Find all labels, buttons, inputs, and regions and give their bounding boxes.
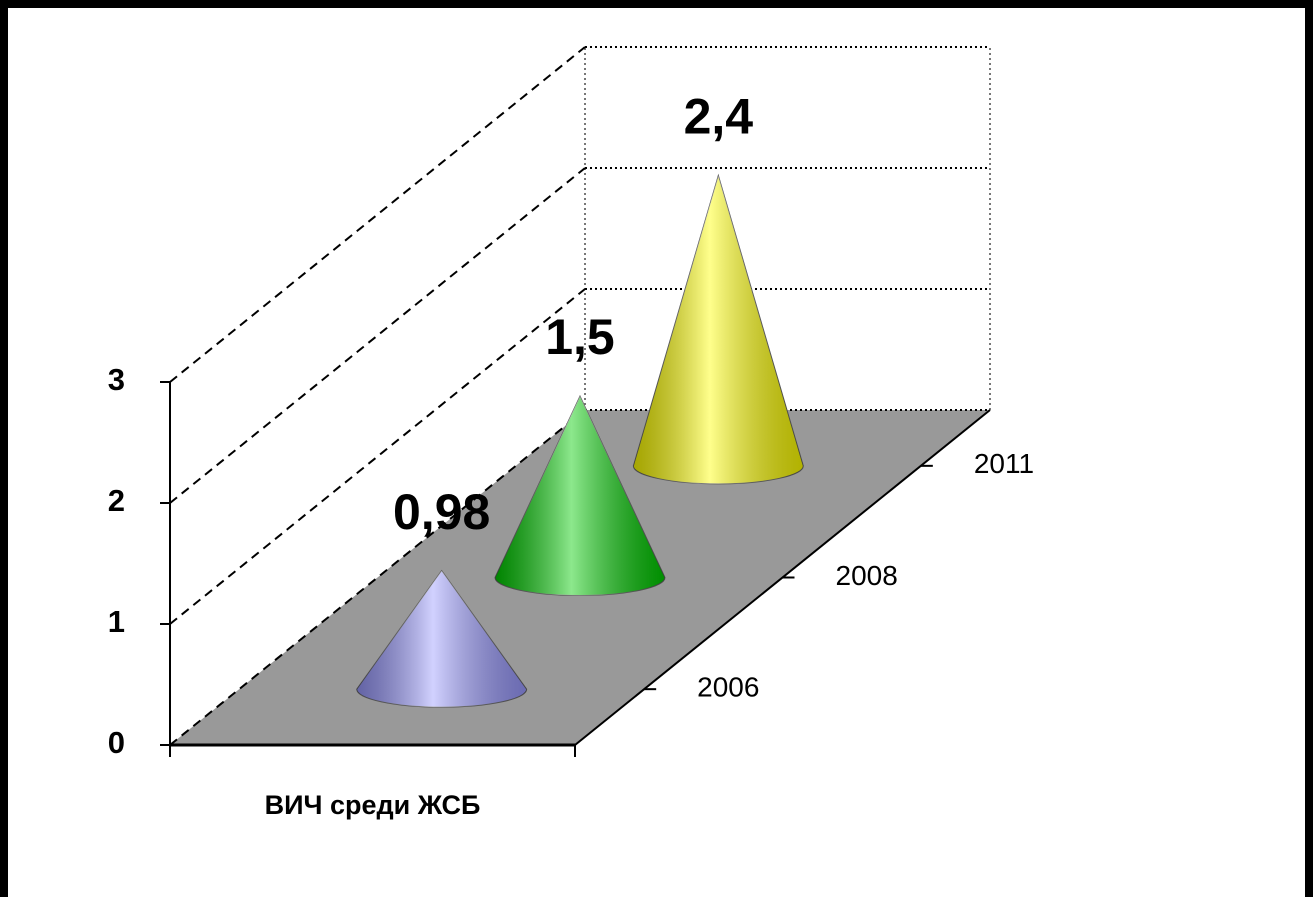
x-tick-label: ВИЧ среди ЖСБ [265,790,481,820]
series-label: 2006 [697,672,759,703]
series-label: 2008 [836,560,898,591]
plot: 0 1 2 3 ВИЧ среди ЖСБ 2006 2008 2011 2,4 1,5 0,98 [108,46,1034,820]
value-label: 2,4 [684,89,754,145]
y-tick-label: 1 [108,604,125,639]
cone-shade [356,570,527,708]
y-tick-label: 0 [108,725,125,760]
cone-shade [495,396,665,596]
y-tick-label: 2 [108,483,125,518]
series-label: 2011 [974,448,1034,479]
cone-shade [633,175,804,484]
value-label: 1,5 [545,309,615,365]
y-tick-label: 3 [108,362,125,397]
value-label: 0,98 [393,484,490,540]
